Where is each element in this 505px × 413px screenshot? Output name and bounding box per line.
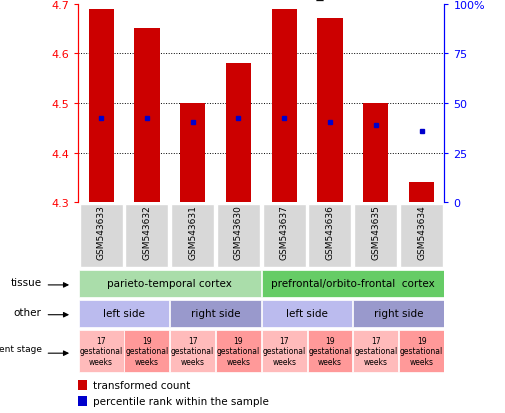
Text: right side: right side — [374, 309, 423, 318]
Bar — [217, 204, 260, 268]
Text: GSM543633: GSM543633 — [96, 205, 106, 259]
Text: 19
gestational
weeks: 19 gestational weeks — [125, 336, 169, 366]
Text: left side: left side — [103, 309, 145, 318]
Text: 17
gestational
weeks: 17 gestational weeks — [171, 336, 214, 366]
Title: GDS4532 / 243186_at: GDS4532 / 243186_at — [185, 0, 338, 1]
Text: 19
gestational
weeks: 19 gestational weeks — [309, 336, 351, 366]
Text: prefrontal/orbito-frontal  cortex: prefrontal/orbito-frontal cortex — [271, 279, 435, 289]
Bar — [78, 380, 87, 389]
Bar — [354, 300, 444, 327]
Bar — [88, 9, 114, 203]
Bar — [79, 300, 169, 327]
Bar — [180, 104, 205, 203]
Text: tissue: tissue — [11, 277, 41, 287]
Text: 17
gestational
weeks: 17 gestational weeks — [354, 336, 397, 366]
Text: other: other — [14, 307, 41, 317]
Text: right side: right side — [191, 309, 240, 318]
Bar — [80, 204, 123, 268]
Text: development stage: development stage — [0, 344, 41, 353]
Bar — [79, 330, 124, 372]
Text: GSM543631: GSM543631 — [188, 205, 197, 259]
Bar — [134, 29, 160, 203]
Bar — [399, 330, 444, 372]
Text: parieto-temporal cortex: parieto-temporal cortex — [108, 279, 232, 289]
Bar — [409, 183, 434, 203]
Text: transformed count: transformed count — [93, 380, 190, 389]
Text: 19
gestational
weeks: 19 gestational weeks — [217, 336, 260, 366]
Bar — [308, 330, 352, 372]
Bar — [263, 204, 306, 268]
Text: GSM543637: GSM543637 — [280, 205, 289, 259]
Bar — [216, 330, 261, 372]
Bar — [79, 270, 261, 297]
Bar — [262, 330, 307, 372]
Text: percentile rank within the sample: percentile rank within the sample — [93, 396, 269, 406]
Bar — [125, 204, 169, 268]
Bar — [309, 204, 351, 268]
Bar — [125, 330, 169, 372]
Text: 19
gestational
weeks: 19 gestational weeks — [400, 336, 443, 366]
Bar — [170, 330, 215, 372]
Bar — [262, 300, 352, 327]
Text: GSM543632: GSM543632 — [142, 205, 152, 259]
Bar — [171, 204, 214, 268]
Text: 17
gestational
weeks: 17 gestational weeks — [79, 336, 123, 366]
Text: left side: left side — [286, 309, 328, 318]
Bar — [170, 300, 261, 327]
Text: 17
gestational
weeks: 17 gestational weeks — [263, 336, 306, 366]
Text: GSM543630: GSM543630 — [234, 205, 243, 259]
Bar — [262, 270, 444, 297]
Bar — [318, 19, 342, 203]
Text: GSM543636: GSM543636 — [326, 205, 334, 259]
Bar — [354, 204, 397, 268]
Text: GSM543634: GSM543634 — [417, 205, 426, 259]
Text: GSM543635: GSM543635 — [371, 205, 380, 259]
Bar — [354, 330, 398, 372]
Bar — [78, 396, 87, 406]
Bar — [272, 9, 297, 203]
Bar — [226, 64, 251, 203]
Bar — [363, 104, 388, 203]
Bar — [400, 204, 443, 268]
